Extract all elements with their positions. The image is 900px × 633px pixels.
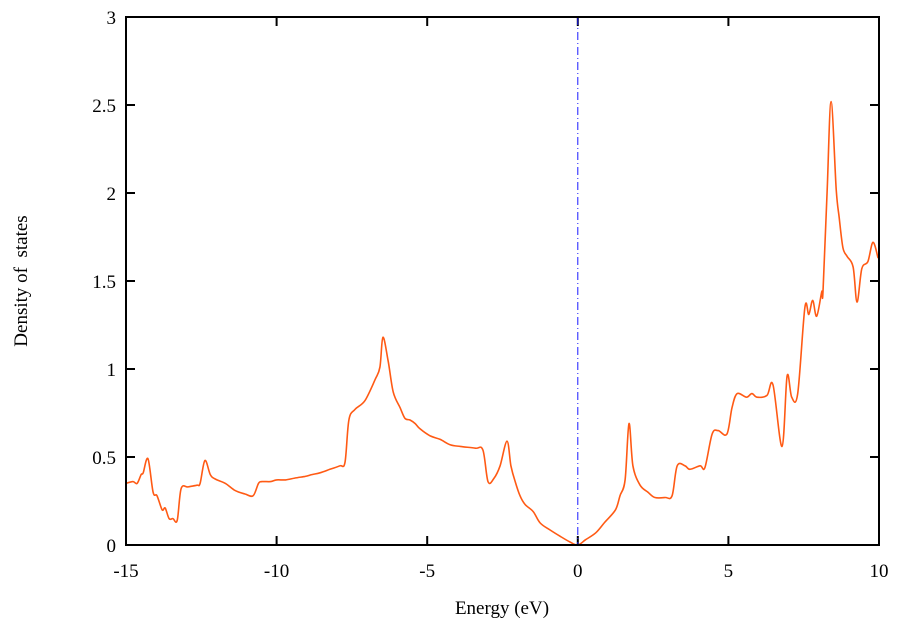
y-axis-label: Density of states xyxy=(11,215,32,346)
x-tick-label: 0 xyxy=(573,561,583,582)
y-tick-label: 0 xyxy=(107,536,117,557)
y-tick-label: 1.5 xyxy=(92,272,116,293)
axis-ticks xyxy=(125,16,880,546)
tick-labels: -15 -10 -5 0 5 10 0 0.5 1 1.5 2 2.5 3 xyxy=(92,8,888,582)
x-axis-label: Energy (eV) xyxy=(455,598,549,619)
x-tick-label: 10 xyxy=(870,561,889,582)
y-tick-label: 3 xyxy=(107,8,117,29)
x-tick-label: -5 xyxy=(419,561,435,582)
x-tick-label: -15 xyxy=(113,561,138,582)
x-tick-label: 5 xyxy=(724,561,734,582)
y-tick-label: 0.5 xyxy=(92,448,116,469)
y-tick-label: 1 xyxy=(107,360,117,381)
plot-frame xyxy=(125,16,880,546)
y-tick-label: 2.5 xyxy=(92,96,116,117)
dos-series-line xyxy=(125,100,879,546)
x-tick-label: -10 xyxy=(264,561,289,582)
y-tick-label: 2 xyxy=(107,184,117,205)
